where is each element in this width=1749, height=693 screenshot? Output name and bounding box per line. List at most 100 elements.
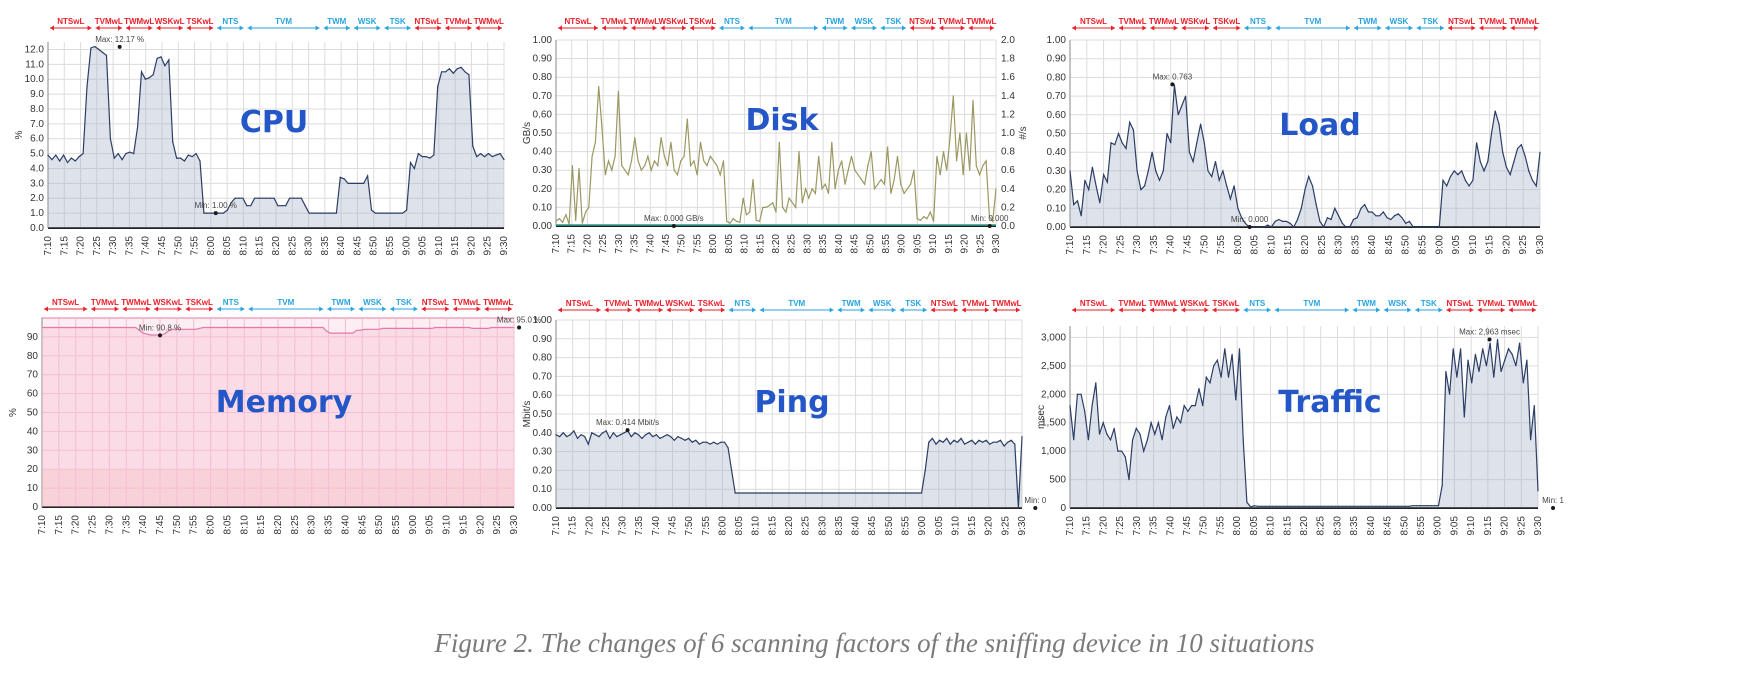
data-point bbox=[1125, 147, 1127, 150]
data-point bbox=[333, 332, 335, 334]
series-area bbox=[1070, 339, 1538, 508]
data-point bbox=[956, 160, 958, 162]
data-point bbox=[719, 174, 721, 176]
data-point bbox=[792, 492, 794, 494]
data-point bbox=[393, 327, 395, 329]
data-point bbox=[588, 206, 590, 208]
data-point bbox=[417, 153, 419, 155]
segment-arrow-head bbox=[178, 25, 183, 31]
data-point bbox=[490, 326, 493, 329]
data-point bbox=[709, 155, 711, 157]
segment-label: TVMwL bbox=[95, 17, 123, 26]
data-point bbox=[1427, 226, 1429, 228]
segment-arrow-head bbox=[1416, 25, 1421, 31]
data-point bbox=[335, 212, 337, 214]
segment-arrow-head bbox=[1110, 307, 1115, 313]
data-point bbox=[179, 157, 182, 159]
data-point bbox=[75, 326, 77, 329]
data-point bbox=[1222, 170, 1224, 172]
data-point bbox=[581, 222, 583, 224]
data-point bbox=[1390, 505, 1392, 507]
data-point bbox=[874, 492, 876, 494]
data-point bbox=[322, 326, 324, 329]
x-tick-label: 9:10 bbox=[442, 515, 453, 535]
data-point bbox=[140, 71, 143, 73]
x-tick-label: 8:25 bbox=[290, 515, 301, 535]
data-point bbox=[928, 441, 930, 443]
segment-label: NTSwL bbox=[1080, 17, 1107, 26]
segment-arrow-head bbox=[720, 307, 725, 313]
data-point bbox=[352, 332, 354, 334]
segment-label: NTS bbox=[1250, 17, 1267, 26]
data-point bbox=[1176, 416, 1178, 418]
data-point bbox=[1117, 450, 1119, 452]
y-tick-label: 9.0 bbox=[30, 89, 44, 100]
disk-chart-svg: 0.00 0.10 0.20 0.30 0.40 0.50 0.60 0.70 0.80 0.90… bbox=[522, 17, 1029, 254]
data-point bbox=[655, 434, 657, 436]
x-tick-label: 8:50 bbox=[865, 234, 876, 254]
x-tick-label: 8:30 bbox=[802, 234, 813, 254]
y-tick-label: 20 bbox=[27, 464, 39, 475]
data-point bbox=[1103, 174, 1105, 176]
x-tick-label: 7:35 bbox=[124, 236, 135, 256]
data-point bbox=[137, 126, 139, 128]
y-tick-label: 80 bbox=[27, 351, 39, 362]
segment-arrow-head bbox=[1446, 307, 1451, 313]
segment-arrow-head bbox=[146, 306, 151, 312]
data-point bbox=[562, 221, 564, 223]
data-point bbox=[1342, 505, 1344, 507]
data-point bbox=[1084, 410, 1086, 412]
segment-arrow-head bbox=[122, 306, 127, 312]
data-point bbox=[762, 206, 764, 208]
data-point bbox=[1091, 405, 1093, 407]
data-point bbox=[569, 434, 571, 436]
data-point bbox=[965, 132, 967, 134]
y-tick-label: 1.00 bbox=[1047, 35, 1067, 46]
segment-arrow-head bbox=[1407, 307, 1412, 313]
data-point bbox=[763, 492, 765, 494]
data-point bbox=[344, 332, 346, 334]
segment-label: TSKwL bbox=[698, 299, 725, 308]
data-point bbox=[1106, 181, 1108, 183]
chart-panel-disk: 0.00 0.10 0.20 0.30 0.40 0.50 0.60 0.70 0.80 0.90… bbox=[522, 12, 1029, 277]
segment-label: WSKwL bbox=[658, 17, 688, 26]
data-point bbox=[1289, 222, 1291, 224]
y-right-tick-label: 0.8 bbox=[1001, 147, 1015, 158]
data-point bbox=[759, 492, 761, 494]
data-point bbox=[1091, 166, 1093, 168]
segment-label: WSKwL bbox=[665, 299, 695, 308]
y-tick-label: 0.10 bbox=[1047, 203, 1067, 214]
data-point bbox=[782, 206, 784, 208]
data-point bbox=[1308, 505, 1311, 507]
y-tick-label: 4.0 bbox=[30, 163, 44, 174]
data-point bbox=[1238, 348, 1241, 350]
data-point bbox=[311, 326, 313, 329]
segment-arrow-head bbox=[1212, 307, 1217, 313]
series-line bbox=[47, 45, 505, 214]
data-point bbox=[913, 492, 916, 494]
data-point bbox=[900, 183, 902, 185]
data-point bbox=[594, 434, 596, 436]
segment-arrow-head bbox=[594, 25, 598, 31]
x-tick-label: 8:55 bbox=[881, 234, 892, 254]
data-point bbox=[657, 165, 659, 167]
x-tick-label: 8:55 bbox=[391, 515, 402, 535]
data-point bbox=[809, 492, 812, 494]
y-tick-label: 0.40 bbox=[533, 147, 553, 158]
data-point bbox=[659, 437, 661, 439]
segment-arrow-head bbox=[851, 25, 856, 31]
data-point bbox=[1297, 505, 1300, 507]
x-tick-label: 9:20 bbox=[984, 516, 995, 536]
x-tick-label: 7:15 bbox=[59, 236, 70, 256]
segment-arrow-head bbox=[1502, 25, 1507, 31]
y-tick-label: 0.00 bbox=[1047, 222, 1067, 233]
segment-arrow-head bbox=[376, 25, 381, 31]
x-tick-label: 8:20 bbox=[271, 236, 282, 256]
data-point bbox=[752, 178, 754, 181]
segment-arrow-head bbox=[118, 25, 122, 31]
x-tick-label: 9:00 bbox=[408, 515, 419, 535]
data-point bbox=[974, 443, 976, 445]
data-point bbox=[1209, 382, 1211, 384]
x-tick-label: 8:40 bbox=[340, 515, 351, 535]
data-point bbox=[584, 436, 586, 438]
